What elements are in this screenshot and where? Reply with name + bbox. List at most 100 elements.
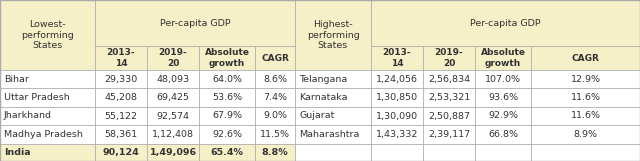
Bar <box>95 70 147 88</box>
Text: 64.0%: 64.0% <box>212 75 242 84</box>
Text: 2,53,321: 2,53,321 <box>428 93 470 102</box>
Text: 53.6%: 53.6% <box>212 93 242 102</box>
Bar <box>0 70 95 88</box>
Bar <box>95 144 147 161</box>
Bar <box>295 70 371 88</box>
Text: 2019-
20: 2019- 20 <box>159 48 188 68</box>
Text: 2,56,834: 2,56,834 <box>428 75 470 84</box>
Text: Absolute
growth: Absolute growth <box>205 48 250 68</box>
Bar <box>475 144 531 161</box>
Text: 1,24,056: 1,24,056 <box>376 75 418 84</box>
Bar <box>475 107 531 125</box>
Bar <box>95 88 147 107</box>
Bar <box>371 144 423 161</box>
Bar <box>423 46 475 70</box>
Text: 67.9%: 67.9% <box>212 112 242 120</box>
Text: 1,12,408: 1,12,408 <box>152 130 194 139</box>
Bar <box>295 125 371 144</box>
Text: 107.0%: 107.0% <box>485 75 521 84</box>
Bar <box>255 144 295 161</box>
Text: 92.6%: 92.6% <box>212 130 242 139</box>
Bar <box>255 107 295 125</box>
Text: Uttar Pradesh: Uttar Pradesh <box>4 93 70 102</box>
Bar <box>423 144 475 161</box>
Text: 45,208: 45,208 <box>104 93 138 102</box>
Bar <box>95 107 147 125</box>
Text: Telangana: Telangana <box>299 75 348 84</box>
Text: 92.9%: 92.9% <box>488 112 518 120</box>
Text: Per-capita GDP: Per-capita GDP <box>160 19 230 28</box>
Bar <box>371 107 423 125</box>
Text: 9.0%: 9.0% <box>263 112 287 120</box>
Bar <box>295 0 371 70</box>
Bar <box>475 125 531 144</box>
Bar <box>199 107 255 125</box>
Text: 11.5%: 11.5% <box>260 130 290 139</box>
Text: 2,50,887: 2,50,887 <box>428 112 470 120</box>
Bar <box>199 88 255 107</box>
Text: 7.4%: 7.4% <box>263 93 287 102</box>
Bar <box>199 125 255 144</box>
Text: 2013-
14: 2013- 14 <box>107 48 135 68</box>
Text: 66.8%: 66.8% <box>488 130 518 139</box>
Bar <box>531 144 640 161</box>
Text: 11.6%: 11.6% <box>570 112 600 120</box>
Text: 58,361: 58,361 <box>104 130 138 139</box>
Text: 93.6%: 93.6% <box>488 93 518 102</box>
Bar <box>199 46 255 70</box>
Bar <box>423 70 475 88</box>
Text: 1,30,850: 1,30,850 <box>376 93 418 102</box>
Text: Bihar: Bihar <box>4 75 29 84</box>
Text: 8.9%: 8.9% <box>573 130 598 139</box>
Text: CAGR: CAGR <box>572 53 600 62</box>
Bar <box>255 88 295 107</box>
Bar <box>475 88 531 107</box>
Text: 1,43,332: 1,43,332 <box>376 130 418 139</box>
Text: 8.8%: 8.8% <box>262 148 288 157</box>
Text: 2013-
14: 2013- 14 <box>383 48 412 68</box>
Bar <box>0 144 95 161</box>
Bar <box>295 88 371 107</box>
Text: Madhya Pradesh: Madhya Pradesh <box>4 130 83 139</box>
Bar <box>147 107 199 125</box>
Bar <box>475 46 531 70</box>
Text: 1,49,096: 1,49,096 <box>149 148 196 157</box>
Text: 1,30,090: 1,30,090 <box>376 112 418 120</box>
Text: 2,39,117: 2,39,117 <box>428 130 470 139</box>
Bar <box>95 125 147 144</box>
Bar <box>0 107 95 125</box>
Bar <box>531 88 640 107</box>
Text: Absolute
growth: Absolute growth <box>481 48 525 68</box>
Bar <box>147 144 199 161</box>
Bar <box>423 88 475 107</box>
Text: Jharkhand: Jharkhand <box>4 112 52 120</box>
Text: CAGR: CAGR <box>261 53 289 62</box>
Text: 8.6%: 8.6% <box>263 75 287 84</box>
Text: 69,425: 69,425 <box>157 93 189 102</box>
Bar <box>371 88 423 107</box>
Bar <box>371 0 640 46</box>
Text: 65.4%: 65.4% <box>211 148 243 157</box>
Bar <box>371 70 423 88</box>
Text: 2019-
20: 2019- 20 <box>435 48 463 68</box>
Bar <box>475 70 531 88</box>
Bar <box>531 46 640 70</box>
Bar <box>95 46 147 70</box>
Bar <box>255 46 295 70</box>
Text: Lowest-
performing
States: Lowest- performing States <box>21 20 74 50</box>
Bar <box>423 107 475 125</box>
Bar <box>0 0 95 70</box>
Bar <box>531 125 640 144</box>
Bar <box>147 46 199 70</box>
Bar <box>147 88 199 107</box>
Text: Gujarat: Gujarat <box>299 112 334 120</box>
Bar <box>0 88 95 107</box>
Text: India: India <box>4 148 31 157</box>
Bar <box>255 70 295 88</box>
Text: Maharashtra: Maharashtra <box>299 130 360 139</box>
Bar <box>423 125 475 144</box>
Bar <box>147 125 199 144</box>
Text: 11.6%: 11.6% <box>570 93 600 102</box>
Bar <box>531 70 640 88</box>
Bar <box>0 125 95 144</box>
